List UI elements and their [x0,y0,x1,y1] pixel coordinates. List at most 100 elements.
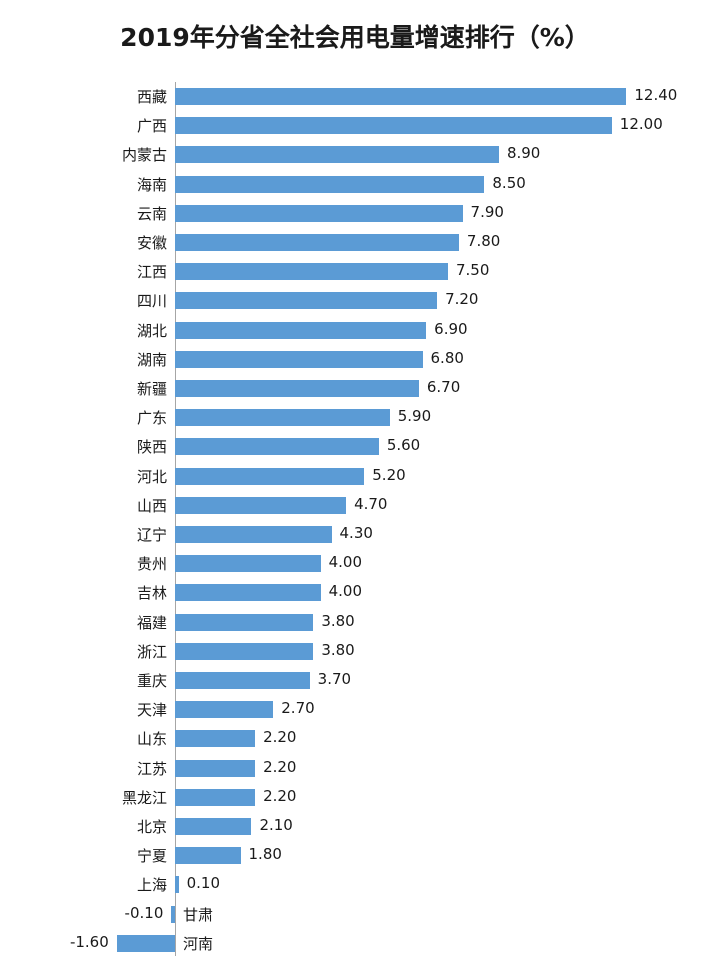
bar[interactable] [175,788,256,806]
value-label: 6.70 [426,378,461,396]
bar[interactable] [175,409,390,427]
category-label: 陕西 [136,438,167,457]
value-label: 4.30 [339,524,373,542]
bar-row: 广西 12.00 [0,111,710,140]
category-label: 湖北 [136,321,167,340]
bar[interactable] [175,818,252,835]
category-label: 上海 [136,876,167,895]
bar[interactable] [175,847,241,865]
category-label: 河南 [183,934,214,953]
bar[interactable] [175,555,321,573]
category-label: 山西 [136,496,167,515]
bar-row: 河南 -1.60 [0,929,710,956]
bar[interactable] [175,467,365,485]
bar[interactable] [175,263,448,281]
bar-row: 海南 8.50 [0,170,710,199]
value-label: 5.90 [397,407,432,426]
bar-row: 新疆 6.70 [0,374,710,403]
bar-row: 陕西 5.60 [0,432,710,461]
category-label: 湖南 [136,350,167,369]
category-label: 黑龙江 [121,788,167,807]
value-label: 0.10 [186,874,221,893]
category-label: 辽宁 [136,526,167,544]
bar[interactable] [175,701,274,719]
category-label: 云南 [136,204,167,223]
value-label: 3.70 [317,670,352,688]
value-label: 12.40 [634,86,678,104]
bar-row: 江西 7.50 [0,257,710,286]
bar-row: 天津 2.70 [0,695,710,724]
bar[interactable] [171,905,175,923]
page-title: 2019年分省全社会用电量增速排行（%） [120,23,590,52]
value-label: 2.20 [263,728,297,747]
category-label: 宁夏 [136,847,167,866]
value-label: 4.00 [328,582,362,601]
bar-row: 黑龙江 2.20 [0,783,710,812]
bar[interactable] [175,613,314,631]
bar[interactable] [175,146,499,164]
category-label: 福建 [136,613,167,632]
bar-row: 四川 7.20 [0,286,710,315]
bar[interactable] [175,759,256,777]
category-label: 广东 [136,409,167,428]
bar-row: 福建 3.80 [0,608,710,637]
value-label: 5.60 [386,436,421,455]
bar-row: 河北 5.20 [0,462,710,491]
bar[interactable] [175,584,321,602]
value-label: 2.20 [263,786,297,805]
category-label: 重庆 [136,672,167,690]
bar[interactable] [116,934,175,952]
bar[interactable] [175,292,438,310]
plot-area: 西藏 12.40 广西 12.00 内蒙古 8.90 海南 8.50 云南 7.90 安徽 7.80 江… [0,72,710,956]
bar-row: 浙江 3.80 [0,637,710,666]
bar-row: 上海 0.10 [0,870,710,899]
bar-row: 安徽 7.80 [0,228,710,257]
bar-row: 重庆 3.70 [0,666,710,695]
value-label: 8.50 [492,173,526,192]
bar[interactable] [175,321,427,339]
category-label: 安徽 [136,234,167,252]
value-label: 6.90 [434,319,468,338]
bar[interactable] [175,88,627,105]
bar-row: 辽宁 4.30 [0,520,710,549]
bar-row: 贵州 4.00 [0,549,710,578]
bar[interactable] [175,350,423,368]
bar-row: 广东 5.90 [0,403,710,432]
bar-row: 宁夏 1.80 [0,841,710,870]
zero-axis-line [175,82,176,956]
bar[interactable] [175,642,314,660]
bar[interactable] [175,672,310,689]
bar-row: 北京 2.10 [0,812,710,841]
category-label: 内蒙古 [121,146,167,165]
bar-row: 吉林 4.00 [0,578,710,607]
value-label: -0.10 [124,903,164,922]
bar[interactable] [175,438,379,456]
bar-row: 江苏 2.20 [0,754,710,783]
category-label: 西藏 [136,88,167,106]
bar-row: 西藏 12.40 [0,82,710,111]
value-label: 1.80 [248,845,282,864]
bar[interactable] [175,175,485,193]
bar-row: 湖南 6.80 [0,345,710,374]
value-label: 8.90 [506,144,541,163]
category-label: 天津 [136,701,167,720]
value-label: 7.20 [445,290,479,309]
value-label: 4.00 [328,553,362,572]
category-label: 贵州 [136,555,167,574]
bar-row: 云南 7.90 [0,199,710,228]
bar[interactable] [175,117,612,135]
category-label: 甘肃 [183,905,214,924]
value-label: 5.20 [372,465,406,484]
bar[interactable] [175,526,332,543]
category-label: 新疆 [136,380,167,398]
bar[interactable] [175,234,459,251]
value-label: 7.90 [470,202,504,221]
value-label: 6.80 [430,348,464,367]
bar[interactable] [175,730,256,748]
bar[interactable] [175,204,463,222]
bar[interactable] [175,876,179,894]
category-label: 浙江 [136,642,167,661]
bar[interactable] [175,496,347,514]
bar[interactable] [175,380,419,397]
